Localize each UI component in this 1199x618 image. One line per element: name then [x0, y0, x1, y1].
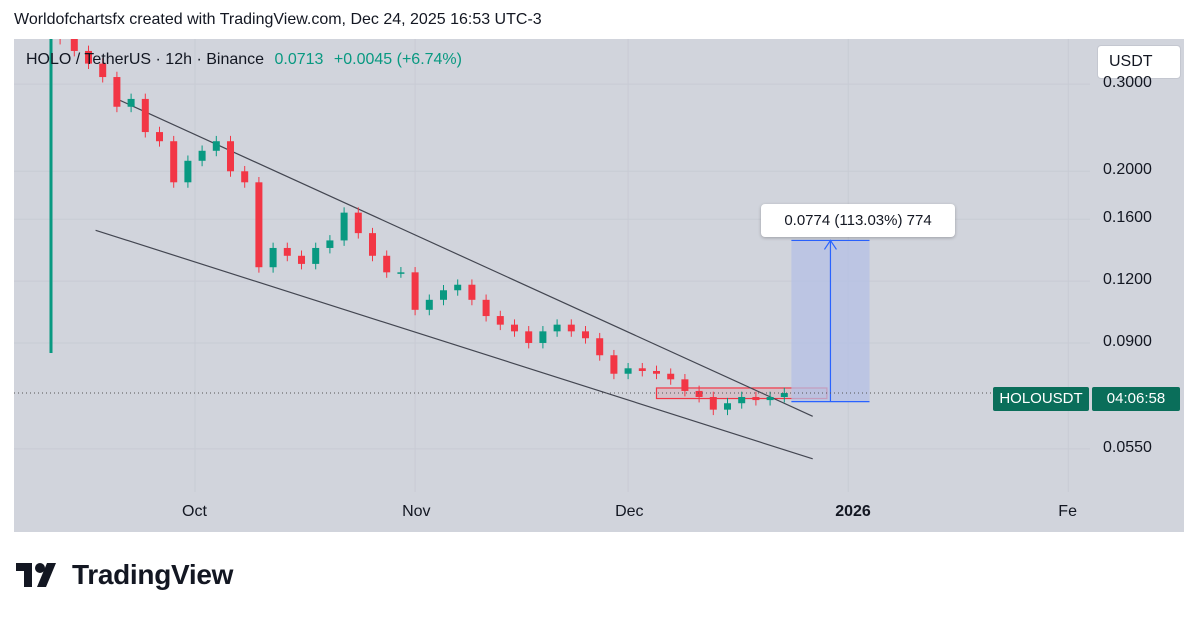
candle-body [695, 390, 703, 397]
candle-body [582, 331, 589, 339]
candle-body [369, 233, 376, 256]
price-tick-label: 0.1600 [1103, 209, 1152, 227]
candle-body [156, 132, 163, 142]
candle-body [170, 141, 178, 183]
candle-body [298, 255, 305, 264]
price-tick-label: 0.2000 [1103, 161, 1152, 179]
candle-body [738, 396, 746, 404]
candle-body [525, 331, 533, 343]
candle-body [724, 403, 731, 410]
symbol-price-tag: HOLOUSDT [993, 387, 1089, 411]
candle-body [340, 212, 348, 241]
candle-body [709, 396, 717, 410]
time-tick-label: Oct [182, 503, 207, 520]
chart-frame [14, 39, 1184, 532]
tradingview-brand: TradingView [16, 559, 234, 590]
symbol-legend: HOLO / TetherUS · 12h · Binance 0.0713 +… [26, 51, 462, 69]
tradingview-logo-icon [16, 563, 56, 587]
candle-body [468, 284, 476, 300]
candle-body [212, 141, 220, 151]
candle-body [127, 98, 135, 107]
candle-body [596, 338, 604, 356]
candle-body [681, 379, 689, 391]
candle-body [624, 368, 632, 374]
price-chart[interactable] [14, 39, 1090, 492]
candle-body [553, 324, 561, 332]
candle-body [227, 141, 234, 172]
candle-body [283, 247, 291, 256]
candle-body [411, 272, 419, 310]
candle-body [99, 63, 107, 78]
candle-body [482, 299, 490, 317]
price-tick-label: 0.0550 [1103, 438, 1152, 456]
time-tick-label: Fe [1058, 503, 1077, 520]
time-tick-label: Nov [402, 503, 431, 520]
wedge-trendline [116, 98, 813, 417]
candle-body [255, 182, 263, 268]
candle-body [241, 171, 249, 183]
price-tick-label: 0.0900 [1103, 332, 1152, 350]
price-range-arrow-head [823, 239, 837, 250]
chart-caption: Worldofchartsfx created with TradingView… [14, 11, 542, 28]
price-tick-label: 0.3000 [1103, 74, 1152, 92]
time-tick-label: Dec [615, 503, 644, 520]
candle-body [496, 316, 504, 325]
candle-body [312, 247, 320, 264]
wedge-trendline [95, 229, 813, 460]
candle-body [667, 373, 675, 380]
candle-body [440, 290, 447, 300]
candle-body [184, 160, 192, 183]
candle-body [141, 98, 149, 133]
candle-body [70, 39, 78, 51]
candle-body [539, 331, 547, 343]
currency-button[interactable]: USDT [1097, 45, 1181, 79]
candle-body [113, 77, 121, 107]
candle-body [85, 50, 92, 64]
candle-body [397, 272, 405, 274]
candle-body [780, 393, 788, 397]
candle-body [766, 396, 774, 401]
candle-body [567, 324, 575, 332]
candle-body [653, 370, 660, 374]
candle-body [511, 324, 518, 332]
legend-symbol: HOLO / TetherUS · 12h · Binance [26, 51, 265, 68]
brand-name: TradingView [72, 559, 234, 590]
candle-body [610, 355, 618, 374]
plot-area[interactable] [14, 39, 1090, 492]
candle-body [354, 212, 362, 234]
price-tick-label: 0.1200 [1103, 271, 1152, 289]
bar-countdown-tag: 04:06:58 [1092, 387, 1180, 411]
candle-body [425, 299, 433, 310]
legend-price: 0.0713 [274, 51, 324, 68]
legend-change: +0.0045 (+6.74%) [333, 51, 462, 68]
time-tick-label: 2026 [835, 503, 871, 520]
candle-body [269, 247, 277, 268]
candle-body [638, 368, 646, 371]
price-range-label: 0.0774 (113.03%) 774 [761, 204, 955, 237]
candle-body [752, 396, 760, 401]
candle-body [454, 284, 462, 291]
candle-body [383, 255, 391, 273]
candle-body [326, 240, 334, 248]
candle-body [198, 150, 206, 161]
